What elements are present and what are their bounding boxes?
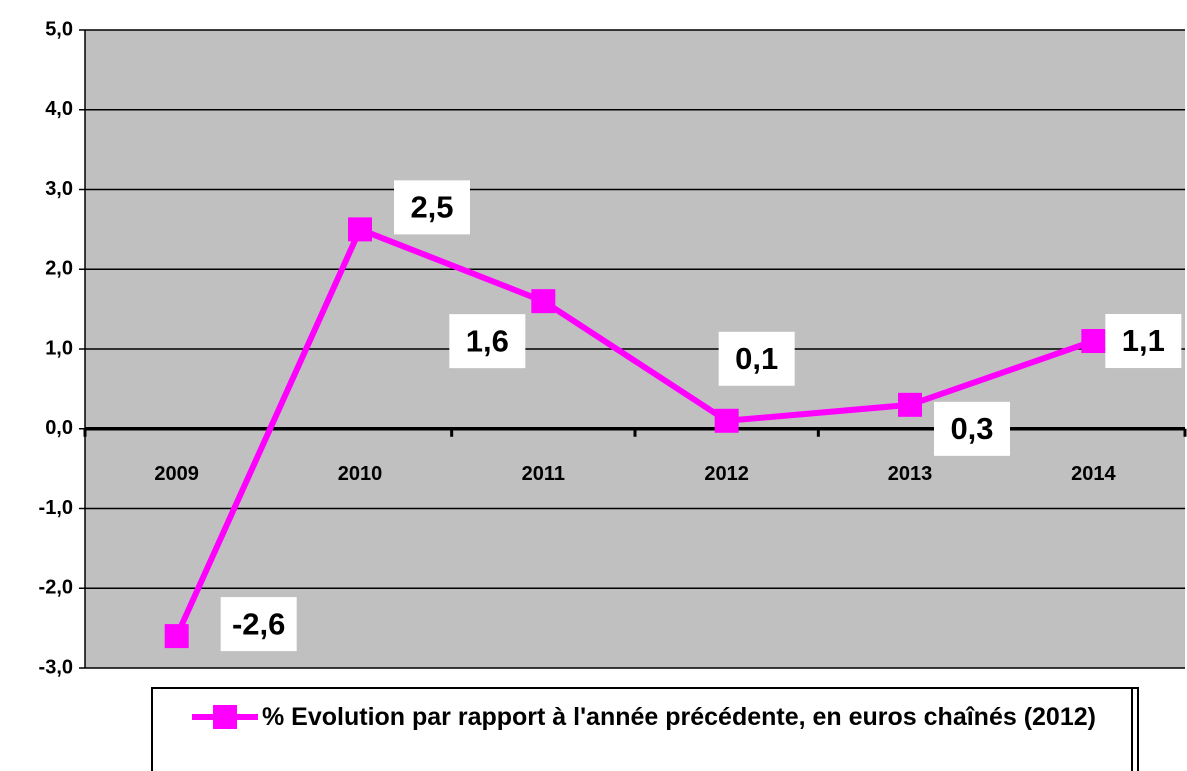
data-label: 2,5 bbox=[410, 190, 453, 225]
legend-label-box: % Evolution par rapport à l'année précéd… bbox=[262, 703, 1096, 731]
y-tick-label: 2,0 bbox=[45, 258, 73, 280]
data-label: 0,1 bbox=[735, 341, 778, 376]
x-tick-label: 2013 bbox=[888, 463, 933, 485]
point-marker bbox=[531, 289, 556, 314]
data-label-box bbox=[394, 180, 470, 235]
series-line bbox=[173, 226, 1095, 638]
point-marker bbox=[898, 392, 922, 417]
x-tick-label: 2011 bbox=[522, 463, 565, 485]
y-tick-label: 5,0 bbox=[45, 18, 73, 40]
x-tick-label: 2014 bbox=[1071, 463, 1116, 485]
data-label-box bbox=[1105, 314, 1182, 369]
y-tick-label: -3,0 bbox=[39, 656, 73, 678]
y-tick-label: -1,0 bbox=[39, 497, 73, 519]
y-tick-label: 0,0 bbox=[45, 417, 73, 439]
data-label-box bbox=[449, 314, 526, 369]
legend-box bbox=[151, 687, 1139, 771]
y-tick-label: 1,0 bbox=[45, 337, 73, 359]
data-label: -2,6 bbox=[232, 606, 285, 641]
data-label-box bbox=[718, 331, 795, 386]
data-label-box bbox=[934, 401, 1010, 456]
y-tick-label: 4,0 bbox=[45, 98, 73, 120]
legend-label: % Evolution par rapport à l'année précéd… bbox=[262, 703, 1096, 731]
data-label: 1,6 bbox=[466, 323, 509, 358]
x-tick-label: 2010 bbox=[338, 463, 383, 485]
point-marker bbox=[164, 624, 189, 649]
x-tick-label: 2009 bbox=[154, 463, 199, 485]
y-tick-label: 3,0 bbox=[45, 178, 73, 200]
data-label: 0,3 bbox=[950, 411, 993, 446]
data-label: 1,1 bbox=[1122, 323, 1165, 358]
legend-marker bbox=[213, 705, 237, 729]
x-tick-label: 2012 bbox=[704, 463, 749, 485]
y-tick-label: -2,0 bbox=[39, 577, 73, 599]
point-marker bbox=[348, 217, 372, 242]
point-marker bbox=[1081, 329, 1106, 354]
data-label-box bbox=[220, 597, 297, 652]
point-marker bbox=[714, 408, 739, 433]
